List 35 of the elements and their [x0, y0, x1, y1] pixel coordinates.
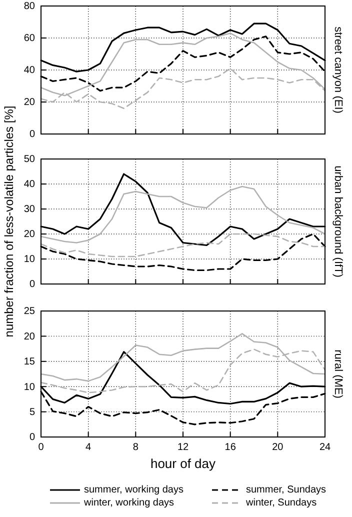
y-tick-label: 0	[29, 432, 36, 444]
y-tick-label: 20	[24, 331, 36, 342]
x-axis-title: hour of day	[150, 456, 216, 471]
x-tick-label: 24	[319, 442, 331, 454]
legend-label: winter, working days	[83, 498, 174, 509]
legend-label: summer, Sundays	[246, 484, 326, 496]
y-tick-label: 20	[24, 97, 36, 108]
x-tick-label: 0	[38, 442, 44, 454]
y-tick-label: 40	[24, 65, 36, 76]
x-tick-label: 20	[272, 442, 284, 454]
y-tick-label: 50	[24, 154, 36, 166]
y-tick-label: 10	[24, 254, 36, 266]
y-tick-label: 60	[24, 33, 36, 44]
y-axis-title: number fraction of less-volatile particles [%]	[2, 106, 16, 338]
x-tick-label: 4	[86, 442, 92, 454]
y-tick-label: 20	[24, 229, 36, 240]
x-tick-label: 12	[177, 442, 189, 454]
y-tick-label: 40	[24, 179, 36, 190]
x-tick-label: 16	[224, 442, 236, 454]
y-tick-label: 0	[29, 279, 36, 290]
y-tick-label: 15	[24, 356, 36, 368]
line-series	[40, 233, 326, 258]
legend-label: winter, Sundays	[245, 498, 317, 509]
legend-label: summer, working days	[84, 484, 184, 496]
y-tick-label: 10	[24, 382, 36, 393]
y-tick-label: 5	[29, 407, 36, 418]
y-tick-label: 80	[24, 1, 36, 12]
y-tick-label: 25	[24, 306, 36, 318]
y-tick-label: 30	[24, 204, 36, 216]
y-tick-label: 0	[29, 129, 36, 140]
y2-axis-title: urban background (IfT)	[332, 166, 344, 278]
x-tick-label: 8	[132, 442, 139, 454]
line-series	[40, 186, 326, 244]
y2-axis-title: street canyon (EI)	[332, 26, 344, 114]
y2-axis-title: rural (ME)	[332, 350, 344, 398]
